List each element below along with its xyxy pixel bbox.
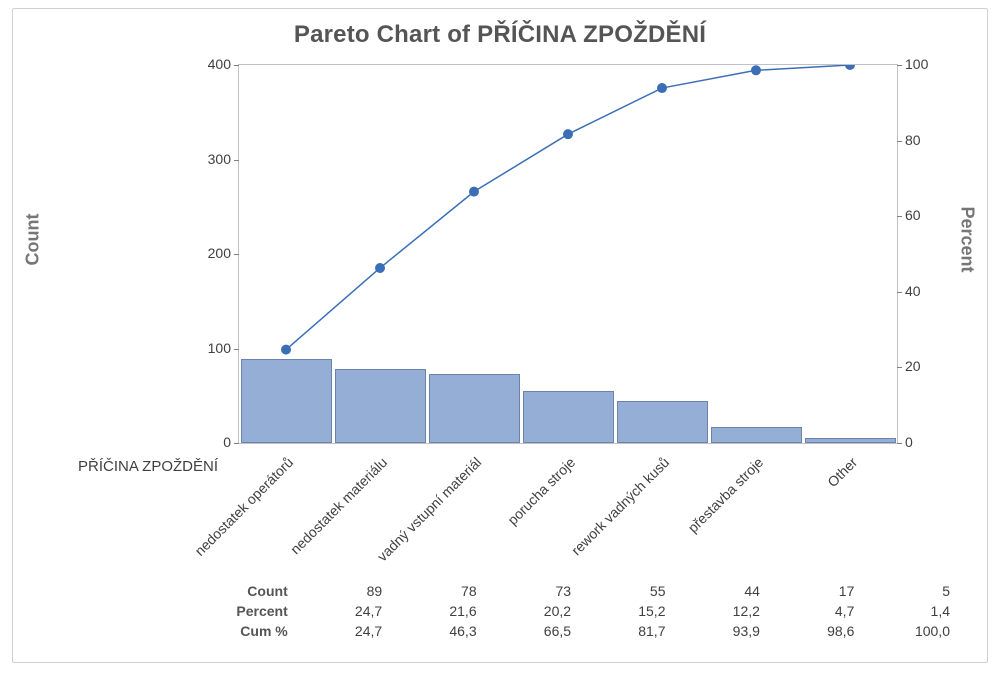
y-right-tick-label: 100 xyxy=(905,56,945,72)
chart-frame: Pareto Chart of PŘÍČINA ZPOŽDĚNÍ Count P… xyxy=(12,8,988,663)
tick-mark xyxy=(897,141,902,142)
table-row: Percent24,721,620,215,212,24,71,4 xyxy=(135,602,954,620)
bar xyxy=(241,359,332,443)
cumulative-marker xyxy=(469,187,479,197)
tick-mark xyxy=(234,443,239,444)
tick-mark xyxy=(897,367,902,368)
y-axis-left-label: Count xyxy=(23,180,44,300)
table-cell: 5 xyxy=(860,582,954,600)
tick-mark xyxy=(897,65,902,66)
table-cell: 93,9 xyxy=(671,622,763,640)
y-axis-right-label: Percent xyxy=(957,180,978,300)
bar xyxy=(805,438,896,443)
cumulative-marker xyxy=(375,263,385,273)
y-left-tick-label: 200 xyxy=(191,245,231,261)
table-row-label: Percent xyxy=(135,602,292,620)
y-left-tick-label: 100 xyxy=(191,340,231,356)
y-right-tick-label: 40 xyxy=(905,283,945,299)
tick-mark xyxy=(234,254,239,255)
table-row-label: Cum % xyxy=(135,622,292,640)
bar xyxy=(429,374,520,443)
y-left-tick-label: 0 xyxy=(191,434,231,450)
table-row: Cum %24,746,366,581,793,998,6100,0 xyxy=(135,622,954,640)
y-right-tick-label: 80 xyxy=(905,132,945,148)
bar xyxy=(335,369,426,443)
cumulative-marker xyxy=(563,129,573,139)
tick-mark xyxy=(234,160,239,161)
table-cell: 98,6 xyxy=(766,622,858,640)
table-cell: 66,5 xyxy=(483,622,575,640)
tick-mark xyxy=(897,216,902,217)
cumulative-marker xyxy=(845,65,855,70)
chart-title: Pareto Chart of PŘÍČINA ZPOŽDĚNÍ xyxy=(13,21,987,49)
cumulative-marker xyxy=(657,83,667,93)
cumulative-line xyxy=(286,65,850,350)
cumulative-marker xyxy=(281,345,291,355)
bar xyxy=(617,401,708,443)
y-right-tick-label: 20 xyxy=(905,358,945,374)
y-left-tick-label: 300 xyxy=(191,151,231,167)
x-axis-title: PŘÍČINA ZPOŽDĚNÍ xyxy=(78,458,218,475)
bar xyxy=(523,391,614,443)
table-cell: 4,7 xyxy=(766,602,858,620)
tick-mark xyxy=(234,65,239,66)
table-cell: 17 xyxy=(766,582,858,600)
table-cell: 46,3 xyxy=(388,622,480,640)
bar xyxy=(711,427,802,443)
table-cell: 1,4 xyxy=(860,602,954,620)
tick-mark xyxy=(897,292,902,293)
tick-mark xyxy=(897,443,902,444)
table-cell: 81,7 xyxy=(577,622,669,640)
chart-container: Pareto Chart of PŘÍČINA ZPOŽDĚNÍ Count P… xyxy=(0,0,1000,673)
y-right-tick-label: 0 xyxy=(905,434,945,450)
plot-area: 0100200300400020406080100 xyxy=(238,64,898,444)
table-cell: 100,0 xyxy=(860,622,954,640)
tick-mark xyxy=(234,349,239,350)
y-right-tick-label: 60 xyxy=(905,207,945,223)
y-left-tick-label: 400 xyxy=(191,56,231,72)
table-cell: 24,7 xyxy=(294,622,386,640)
cumulative-marker xyxy=(751,65,761,75)
